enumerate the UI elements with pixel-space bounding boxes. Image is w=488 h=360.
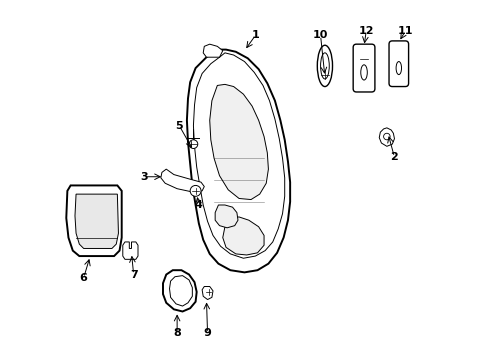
Text: 12: 12 [358,26,373,36]
Polygon shape [223,217,264,255]
Polygon shape [202,287,213,300]
Circle shape [190,185,201,196]
FancyBboxPatch shape [388,41,408,86]
Polygon shape [379,128,394,146]
Polygon shape [209,84,268,199]
Polygon shape [186,50,289,273]
Text: 10: 10 [312,31,327,40]
Circle shape [189,140,197,148]
Polygon shape [215,205,238,228]
Ellipse shape [395,62,401,75]
Ellipse shape [320,53,328,79]
Ellipse shape [317,45,332,86]
Text: 9: 9 [203,328,211,338]
Text: 6: 6 [80,273,87,283]
Polygon shape [169,276,192,306]
Polygon shape [161,169,204,192]
Polygon shape [163,270,196,311]
Ellipse shape [360,65,366,80]
Text: 11: 11 [397,26,412,36]
Circle shape [383,133,389,140]
Text: 3: 3 [141,172,148,182]
Text: 1: 1 [251,31,259,40]
Polygon shape [75,194,118,248]
Polygon shape [203,44,223,57]
Text: 5: 5 [175,121,183,131]
Text: 7: 7 [129,270,137,280]
Text: 2: 2 [390,152,398,162]
Polygon shape [66,185,122,256]
FancyBboxPatch shape [352,44,374,92]
Text: 8: 8 [173,328,181,338]
Text: 4: 4 [195,200,203,210]
Polygon shape [122,242,138,259]
